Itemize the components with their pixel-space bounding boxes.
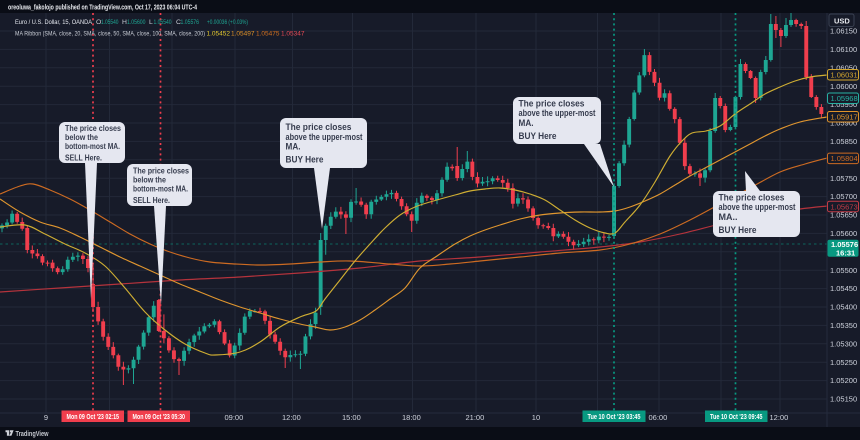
svg-text:MA.: MA. (286, 142, 301, 152)
svg-text:1.05600: 1.05600 (830, 229, 857, 238)
svg-text:9: 9 (44, 413, 48, 422)
svg-text:MA..: MA.. (719, 212, 738, 222)
svg-text:1.05600: 1.05600 (127, 19, 146, 26)
svg-text:1.05452: 1.05452 (207, 31, 231, 38)
svg-text:1.05497: 1.05497 (231, 31, 255, 38)
svg-text:1.06050: 1.06050 (830, 63, 857, 72)
svg-text:09:00: 09:00 (225, 413, 244, 422)
svg-text:above the upper-most: above the upper-most (719, 202, 796, 212)
svg-text:21:00: 21:00 (466, 413, 485, 422)
svg-text:below the: below the (133, 176, 167, 185)
svg-text:1.05576: 1.05576 (831, 240, 858, 249)
svg-text:USD: USD (834, 17, 850, 26)
svg-text:The price closes: The price closes (65, 124, 122, 133)
svg-text:1.05968: 1.05968 (831, 94, 858, 103)
svg-text:1.05450: 1.05450 (830, 284, 857, 293)
svg-text:SELL Here.: SELL Here. (65, 154, 102, 163)
svg-text:16:31: 16:31 (836, 249, 855, 258)
svg-text:1.06031: 1.06031 (831, 71, 858, 80)
svg-text:BUY Here: BUY Here (719, 225, 757, 235)
svg-text:10: 10 (532, 413, 540, 422)
svg-text:1.05200: 1.05200 (830, 376, 857, 385)
svg-text:1.05540: 1.05540 (154, 19, 172, 26)
svg-text:1.05700: 1.05700 (830, 192, 857, 201)
svg-text:1.06000: 1.06000 (830, 82, 857, 91)
svg-text:H: H (122, 19, 127, 26)
svg-text:1.05500: 1.05500 (830, 266, 857, 275)
svg-text:TradingView: TradingView (16, 429, 49, 438)
svg-text:1.05350: 1.05350 (830, 321, 857, 330)
svg-text:1.06100: 1.06100 (830, 45, 857, 54)
svg-text:1.05917: 1.05917 (831, 113, 858, 122)
svg-text:Mon 09 Oct '23 05:30: Mon 09 Oct '23 05:30 (133, 414, 186, 421)
svg-text:The price closes: The price closes (286, 122, 352, 132)
svg-text:1.05900: 1.05900 (830, 119, 857, 128)
svg-text:1.05804: 1.05804 (831, 154, 858, 163)
svg-text:above the upper-most: above the upper-most (286, 132, 363, 142)
svg-text:1.05150: 1.05150 (830, 395, 857, 404)
svg-text:1.05300: 1.05300 (830, 339, 857, 348)
svg-text:MA Ribbon (SMA, close, 20, SMA: MA Ribbon (SMA, close, 20, SMA, close, 5… (15, 31, 205, 38)
svg-text:oreoluwa_fakolojo published on: oreoluwa_fakolojo published on TradingVi… (8, 3, 198, 12)
svg-text:1.05576: 1.05576 (181, 19, 200, 26)
svg-text:above the upper-most: above the upper-most (519, 108, 596, 118)
svg-text:1.06150: 1.06150 (830, 27, 857, 36)
svg-text:The price closes: The price closes (519, 99, 585, 109)
svg-text:BUY Here: BUY Here (286, 155, 324, 165)
svg-text:bottom-most MA.: bottom-most MA. (133, 185, 188, 194)
svg-text:bottom-most MA.: bottom-most MA. (65, 142, 120, 151)
svg-text:SELL Here.: SELL Here. (133, 196, 170, 205)
svg-text:1.05673: 1.05673 (831, 202, 858, 211)
svg-text:18:00: 18:00 (402, 413, 421, 422)
svg-text:1.05540: 1.05540 (101, 19, 119, 26)
svg-text:1.05650: 1.05650 (830, 211, 857, 220)
svg-text:The price closes: The price closes (719, 193, 785, 203)
svg-text:below the: below the (65, 133, 99, 142)
svg-text:1.05250: 1.05250 (830, 358, 857, 367)
svg-text:O: O (96, 19, 101, 26)
svg-text:1.05750: 1.05750 (830, 174, 857, 183)
svg-text:1.05475: 1.05475 (256, 31, 280, 38)
svg-text:1.05347: 1.05347 (281, 31, 305, 38)
svg-text:1.05850: 1.05850 (830, 137, 857, 146)
svg-text:Tue 10 Oct '23 09:45: Tue 10 Oct '23 09:45 (710, 414, 763, 421)
svg-text:MA.: MA. (519, 118, 534, 128)
svg-text:1.05950: 1.05950 (830, 100, 857, 109)
svg-text:C: C (176, 19, 181, 26)
svg-text:12:00: 12:00 (282, 413, 301, 422)
svg-text:06:00: 06:00 (649, 413, 668, 422)
svg-text:15:00: 15:00 (342, 413, 361, 422)
svg-text:+0.00036 (+0.03%): +0.00036 (+0.03%) (207, 19, 248, 26)
svg-text:Tue 10 Oct '23 03:45: Tue 10 Oct '23 03:45 (588, 414, 641, 421)
svg-text:1.05400: 1.05400 (830, 303, 857, 312)
svg-text:Euro / U.S. Dollar, 15, OANDA: Euro / U.S. Dollar, 15, OANDA (15, 19, 92, 26)
svg-text:Mon 09 Oct '23 02:15: Mon 09 Oct '23 02:15 (67, 414, 120, 421)
svg-text:12:00: 12:00 (770, 413, 789, 422)
svg-text:BUY Here: BUY Here (519, 131, 557, 141)
svg-text:L: L (149, 19, 153, 26)
svg-text:The price closes: The price closes (133, 167, 190, 176)
